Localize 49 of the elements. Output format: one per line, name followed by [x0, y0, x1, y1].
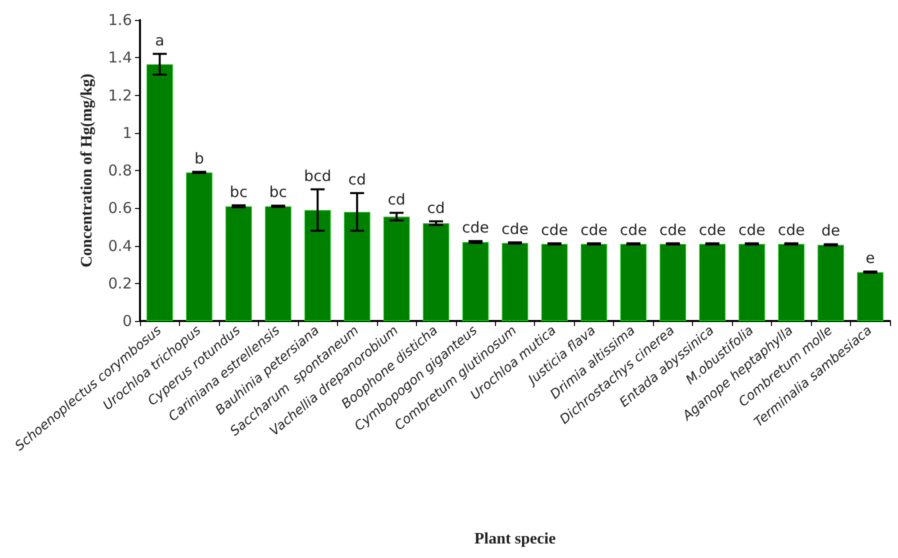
- x-axis-title: Plant specie: [474, 530, 556, 548]
- y-tick-label: 1.6: [108, 11, 132, 29]
- bar: [818, 244, 844, 321]
- y-tick-label: 1.2: [108, 86, 132, 104]
- y-tick-label: 0.8: [108, 162, 132, 180]
- data-label: cd: [388, 190, 406, 208]
- data-label: bc: [269, 183, 288, 202]
- data-label: cde: [580, 220, 608, 239]
- bar: [660, 244, 686, 321]
- bar: [422, 223, 450, 321]
- data-label: cde: [698, 220, 726, 239]
- data-label: de: [821, 222, 840, 240]
- data-label: b: [194, 149, 204, 168]
- data-label: cd: [427, 198, 445, 217]
- y-tick-label: 0.6: [108, 199, 132, 218]
- y-tick-label: 1: [122, 124, 132, 142]
- y-tick-label: 1.4: [108, 48, 132, 67]
- data-label: bc: [230, 182, 248, 201]
- y-tick-label: 0.4: [108, 236, 132, 255]
- y-axis-title: Concentration of Hg(mg/kg): [78, 74, 96, 268]
- data-label: cde: [778, 220, 805, 239]
- bar: [462, 242, 489, 321]
- bar: [620, 244, 647, 321]
- bar: [186, 172, 212, 321]
- bar: [541, 244, 568, 321]
- data-label: cde: [738, 220, 766, 239]
- bar: [738, 244, 766, 321]
- data-label: a: [155, 31, 164, 50]
- bar: [699, 244, 726, 321]
- bar: [580, 244, 608, 321]
- bar: [264, 206, 292, 321]
- y-tick-label: 0.2: [108, 274, 132, 292]
- data-label: cde: [659, 220, 686, 239]
- data-label: cd: [348, 170, 366, 189]
- bar: [857, 272, 884, 321]
- data-label: e: [866, 249, 875, 268]
- bar: [304, 210, 331, 321]
- data-label: cde: [502, 220, 528, 238]
- data-label: cde: [462, 218, 490, 237]
- data-label: bcd: [304, 166, 332, 185]
- bar: [778, 244, 805, 321]
- bar: [502, 242, 528, 321]
- bar: [225, 206, 252, 321]
- bar: [344, 212, 370, 321]
- data-label: cde: [540, 220, 568, 239]
- bar: [383, 216, 410, 321]
- y-tick-label: 0: [122, 312, 132, 330]
- data-label: cde: [620, 220, 647, 239]
- bar: [146, 64, 173, 321]
